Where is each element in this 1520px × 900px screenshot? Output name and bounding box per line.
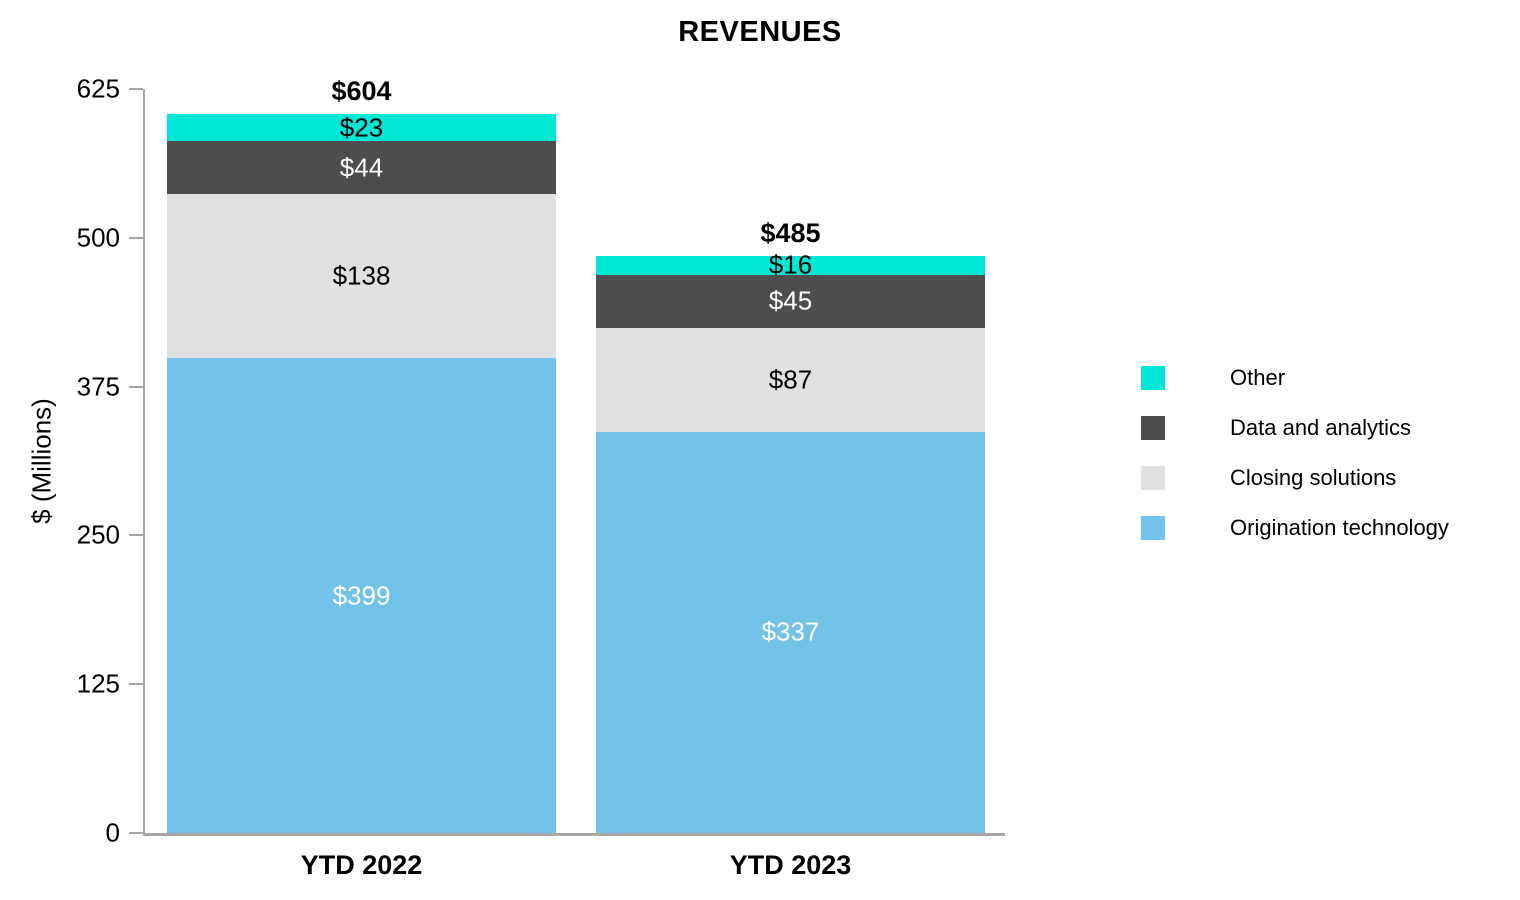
bar-segment-other bbox=[596, 255, 985, 275]
segment-value-label: $44 bbox=[339, 152, 384, 183]
legend-swatch bbox=[1141, 466, 1165, 490]
y-tick-label: 0 bbox=[105, 817, 120, 848]
y-axis-title: $ (Millions) bbox=[26, 398, 57, 524]
bar-segment-origination-technology bbox=[167, 358, 556, 833]
bar-segment-closing-solutions bbox=[596, 328, 985, 432]
x-axis-line bbox=[143, 833, 1005, 836]
bar-segment-other bbox=[167, 113, 556, 142]
segment-value-label: $399 bbox=[332, 580, 391, 610]
bar-segment-data-and-analytics bbox=[167, 141, 556, 194]
y-tick-mark bbox=[129, 236, 143, 239]
y-tick-label: 125 bbox=[76, 668, 120, 699]
legend-label: Other bbox=[1230, 365, 1286, 390]
y-tick-label: 375 bbox=[76, 371, 120, 402]
y-tick-label: 625 bbox=[76, 73, 120, 104]
x-category-label: YTD 2023 bbox=[729, 850, 852, 880]
segment-value-label: $16 bbox=[768, 249, 813, 280]
segment-value-label: $23 bbox=[339, 112, 384, 143]
y-tick-mark bbox=[129, 385, 143, 388]
bar-segment-closing-solutions bbox=[167, 193, 556, 359]
chart-title: REVENUES bbox=[678, 16, 842, 48]
x-category-label: YTD 2022 bbox=[300, 850, 423, 880]
legend-swatch bbox=[1141, 416, 1165, 440]
legend-label: Data and analytics bbox=[1230, 415, 1411, 440]
y-tick-mark bbox=[129, 832, 143, 834]
y-tick-mark bbox=[129, 88, 143, 90]
legend-label: Closing solutions bbox=[1230, 465, 1397, 490]
bar-total-label: $485 bbox=[760, 217, 821, 248]
bar-segment-origination-technology bbox=[596, 431, 985, 833]
segment-value-label: $45 bbox=[768, 285, 813, 316]
y-tick-label: 250 bbox=[76, 519, 120, 550]
y-axis-line bbox=[143, 89, 145, 833]
segment-value-label: $138 bbox=[332, 260, 391, 291]
legend-swatch bbox=[1141, 516, 1165, 540]
bar-total-label: $604 bbox=[331, 75, 392, 106]
y-tick-label: 500 bbox=[76, 222, 120, 253]
bar-segment-data-and-analytics bbox=[596, 274, 985, 329]
y-tick-mark bbox=[129, 683, 143, 686]
segment-value-label: $87 bbox=[768, 364, 813, 395]
y-tick-mark bbox=[129, 534, 143, 537]
segment-value-label: $337 bbox=[761, 616, 820, 647]
legend-label: Origination technology bbox=[1230, 515, 1449, 540]
legend-swatch bbox=[1141, 366, 1165, 390]
